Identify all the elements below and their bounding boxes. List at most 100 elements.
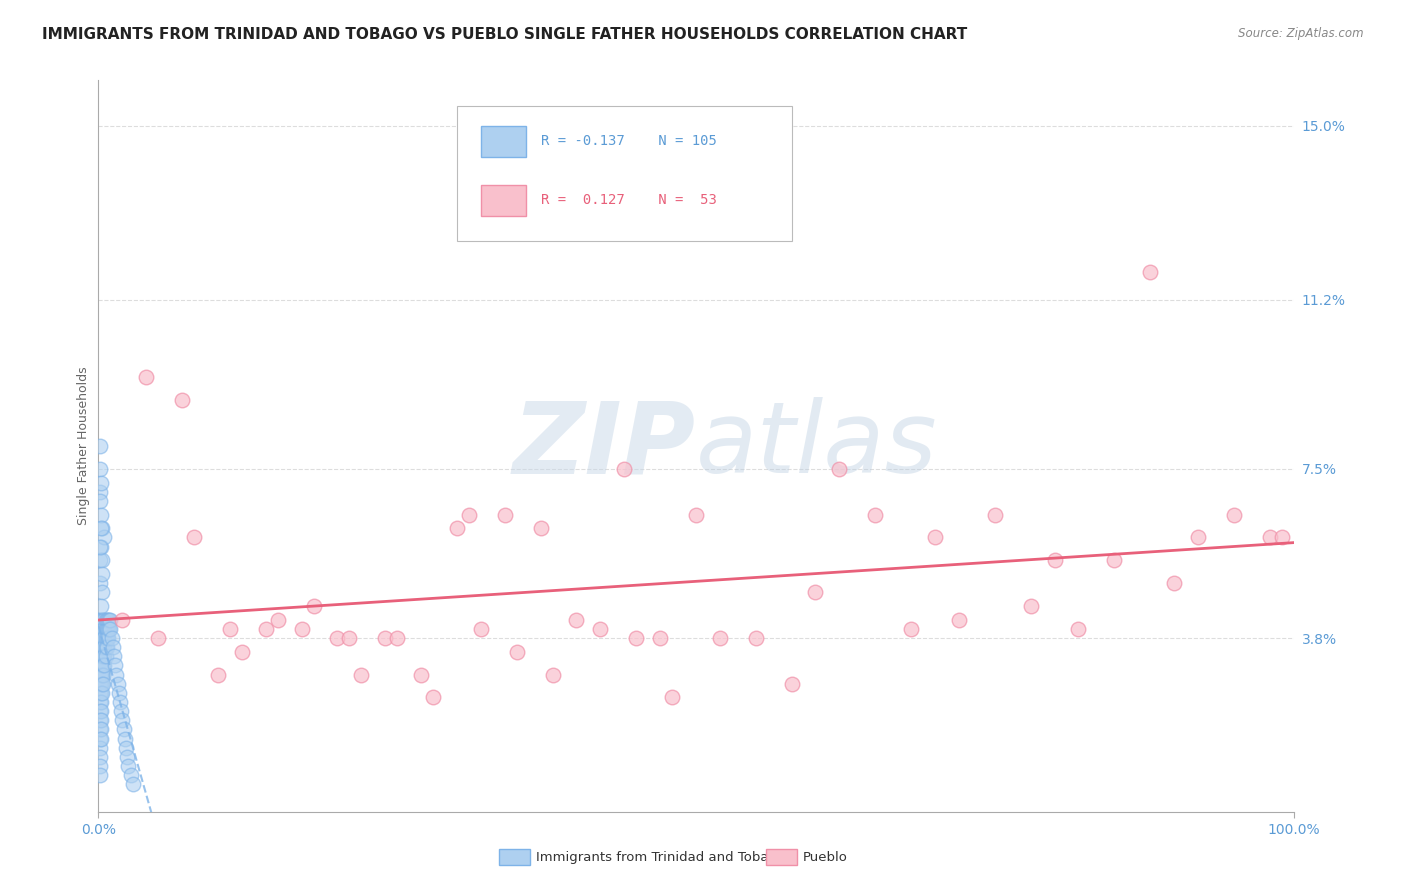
Point <box>172 393 194 408</box>
Point <box>110 704 132 718</box>
Point <box>91 658 114 673</box>
Point <box>648 631 672 645</box>
Point <box>96 640 118 655</box>
Point <box>90 521 112 535</box>
Point <box>89 731 111 746</box>
Point <box>96 622 118 636</box>
Point <box>98 622 121 636</box>
Point <box>613 462 636 476</box>
Point <box>89 439 111 453</box>
Point <box>685 508 707 522</box>
Point <box>267 613 290 627</box>
Point <box>1187 530 1209 544</box>
Bar <box>481 127 526 157</box>
Point <box>94 622 117 636</box>
Point <box>90 695 112 709</box>
Point <box>90 723 112 737</box>
Point <box>104 658 127 673</box>
Point <box>90 599 112 613</box>
Point <box>91 676 114 690</box>
Point <box>1271 530 1294 544</box>
Point <box>90 622 112 636</box>
Point <box>91 613 114 627</box>
Point <box>91 686 114 700</box>
Point <box>89 640 111 655</box>
Point <box>90 714 112 728</box>
Point <box>91 585 114 599</box>
Text: Pueblo: Pueblo <box>803 851 848 863</box>
Point <box>89 576 111 591</box>
Point <box>107 686 129 700</box>
Point <box>828 462 851 476</box>
Point <box>96 631 118 645</box>
Point <box>111 714 134 728</box>
Text: Immigrants from Trinidad and Tobago: Immigrants from Trinidad and Tobago <box>536 851 785 863</box>
Point <box>94 631 117 645</box>
Point <box>93 649 115 664</box>
Point <box>111 613 134 627</box>
Point <box>1104 553 1126 567</box>
Point <box>98 622 122 636</box>
Bar <box>481 185 526 216</box>
Point <box>93 613 115 627</box>
Point <box>302 599 325 613</box>
Point <box>1067 622 1090 636</box>
Point <box>89 667 111 681</box>
Point <box>91 622 114 636</box>
Point <box>924 530 946 544</box>
Point <box>93 640 115 655</box>
Point <box>207 667 229 681</box>
Point <box>89 649 111 664</box>
Point <box>91 676 114 690</box>
Point <box>91 640 114 655</box>
Point <box>90 686 112 700</box>
Point <box>89 484 111 499</box>
Point <box>114 731 136 746</box>
Point <box>103 649 125 664</box>
Point <box>709 631 731 645</box>
Point <box>565 613 588 627</box>
Point <box>458 508 481 522</box>
Point <box>89 740 111 755</box>
Point <box>97 622 120 636</box>
Point <box>1043 553 1066 567</box>
Point <box>101 640 124 655</box>
Point <box>91 622 114 636</box>
Point <box>120 768 142 782</box>
Point <box>89 553 111 567</box>
Point <box>541 667 564 681</box>
Point <box>494 508 516 522</box>
Point <box>804 585 827 599</box>
Point <box>89 658 111 673</box>
Point <box>90 704 112 718</box>
Point <box>89 723 111 737</box>
Point <box>90 540 112 554</box>
Point <box>984 508 1007 522</box>
Point <box>90 649 112 664</box>
Point <box>89 631 111 645</box>
Point <box>411 667 433 681</box>
Point <box>91 667 114 681</box>
Point <box>91 553 114 567</box>
Point <box>112 723 135 737</box>
Text: ZIP: ZIP <box>513 398 696 494</box>
Point <box>385 631 409 645</box>
Point <box>89 462 111 476</box>
Point <box>1258 530 1281 544</box>
Text: R =  0.127    N =  53: R = 0.127 N = 53 <box>541 193 717 207</box>
Point <box>89 540 111 554</box>
Text: R = -0.137    N = 105: R = -0.137 N = 105 <box>541 134 717 148</box>
Point <box>100 631 122 645</box>
Point <box>89 622 111 636</box>
Y-axis label: Single Father Households: Single Father Households <box>77 367 90 525</box>
Point <box>219 622 242 636</box>
Point <box>89 768 111 782</box>
Point <box>1223 508 1246 522</box>
Point <box>900 622 922 636</box>
Point <box>291 622 314 636</box>
Point <box>90 631 112 645</box>
Point <box>865 508 887 522</box>
FancyBboxPatch shape <box>457 106 792 241</box>
Point <box>91 667 114 681</box>
Point <box>183 530 205 544</box>
